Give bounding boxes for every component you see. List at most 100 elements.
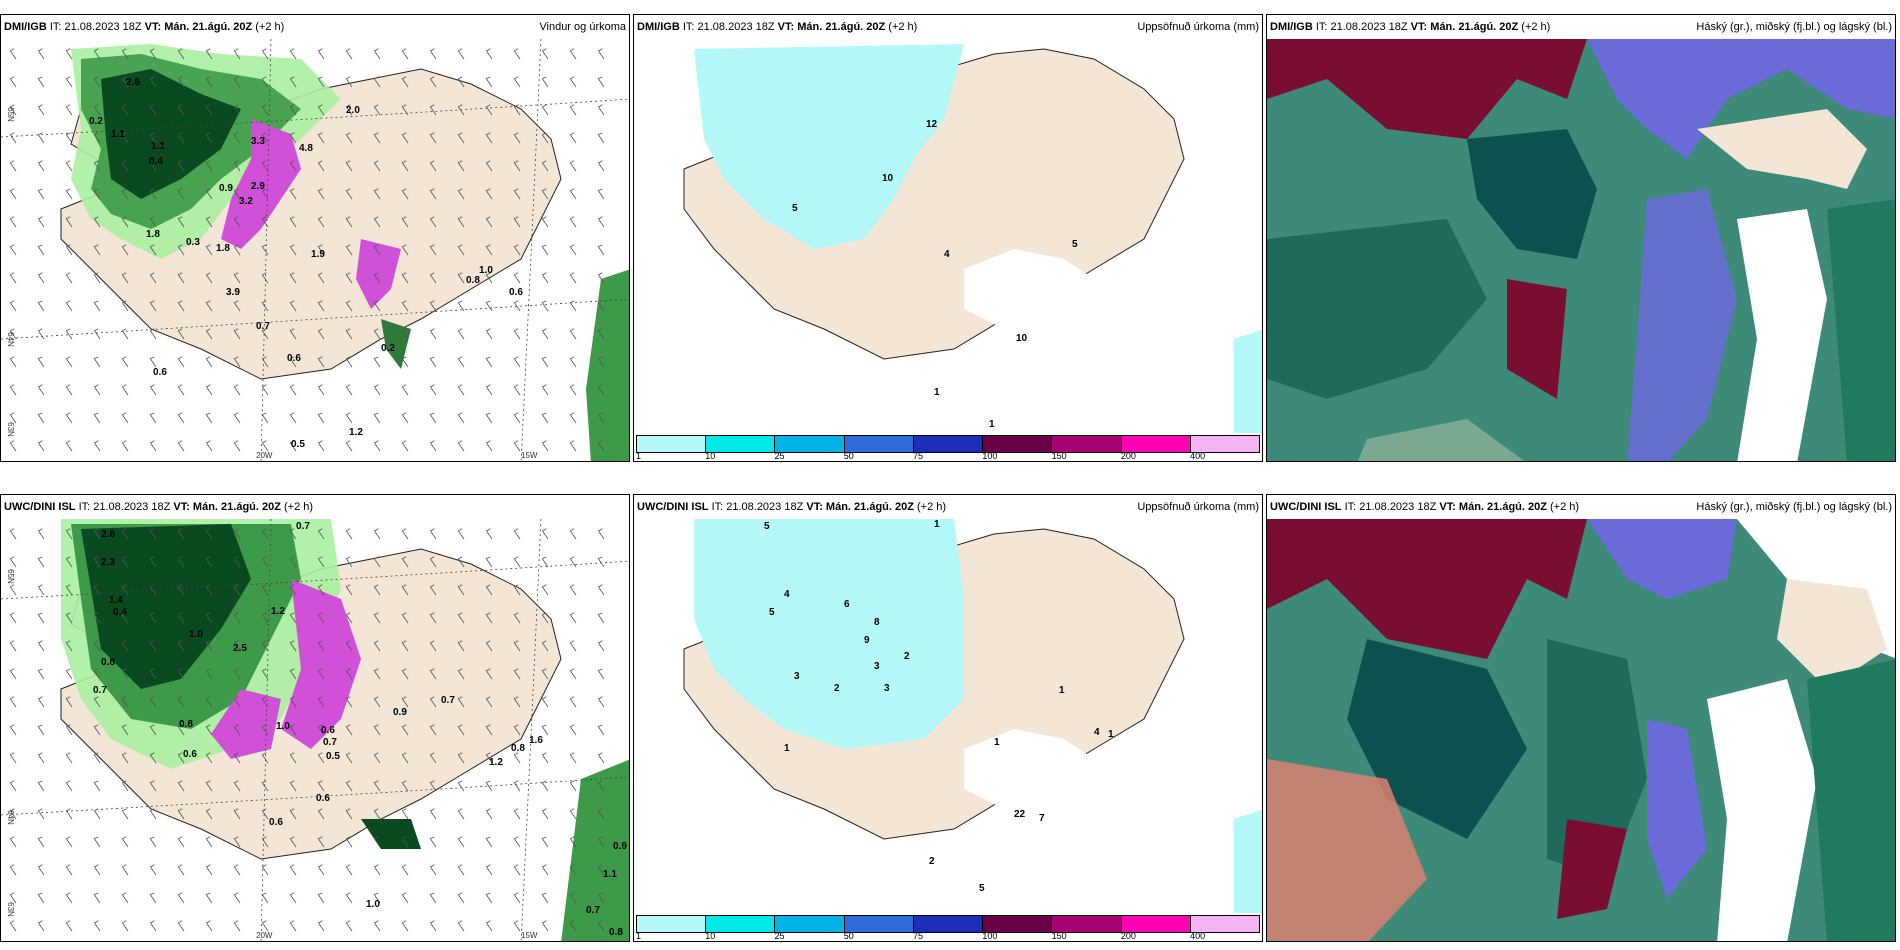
svg-text:0.8: 0.8: [511, 743, 525, 754]
wind-barb: [597, 48, 605, 60]
wind-barb: [457, 160, 465, 172]
svg-text:5: 5: [1072, 239, 1078, 250]
wind-barb: [261, 48, 269, 60]
svg-text:0.8: 0.8: [179, 719, 193, 730]
svg-text:0.6: 0.6: [509, 287, 523, 298]
wind-barb: [485, 640, 493, 652]
wind-barb: [233, 836, 241, 848]
wind-barb: [317, 864, 325, 876]
svg-text:0.7: 0.7: [93, 685, 107, 696]
wind-barb: [65, 160, 73, 172]
wind-barb: [177, 612, 185, 624]
model-name: DMI/IGB: [4, 21, 47, 33]
svg-text:10: 10: [1016, 333, 1028, 344]
wind-barb: [457, 920, 465, 932]
wind-barb: [541, 668, 549, 680]
init-time: IT: 21.08.2023 18Z: [1344, 501, 1437, 513]
wind-barb: [261, 892, 269, 904]
wind-barb: [9, 920, 17, 932]
wind-barb: [177, 696, 185, 708]
wind-barb: [177, 724, 185, 736]
wind-barb: [121, 104, 129, 116]
wind-barb: [401, 272, 409, 284]
wind-barb: [317, 412, 325, 424]
wind-barb: [9, 48, 17, 60]
wind-barb: [373, 384, 381, 396]
wind-barb: [401, 780, 409, 792]
wind-barb: [149, 244, 157, 256]
svg-text:3.3: 3.3: [251, 136, 265, 147]
wind-barb: [177, 300, 185, 312]
wind-barb: [205, 864, 213, 876]
wind-barb: [345, 920, 353, 932]
wind-barb: [37, 132, 45, 144]
wind-barb: [429, 132, 437, 144]
wind-barb: [317, 272, 325, 284]
wind-barb: [261, 272, 269, 284]
wind-barb: [457, 892, 465, 904]
wind-barb: [9, 188, 17, 200]
wind-barb: [289, 160, 297, 172]
wind-barb: [149, 216, 157, 228]
wind-barb: [121, 328, 129, 340]
wind-barb: [9, 412, 17, 424]
panel-header: UWC/DINI ISL IT: 21.08.2023 18Z VT: Mán.…: [634, 495, 1262, 519]
panel-clouds-dmi: DMI/IGB IT: 21.08.2023 18Z VT: Mán. 21.á…: [1266, 14, 1896, 462]
lat-label: 64N: [5, 810, 15, 825]
wind-barb: [541, 836, 549, 848]
wind-barb: [569, 328, 577, 340]
wind-barb: [541, 696, 549, 708]
wind-barb: [401, 440, 409, 452]
svg-text:2.0: 2.0: [346, 105, 360, 116]
wind-barb: [513, 892, 521, 904]
wind-barb: [541, 640, 549, 652]
wind-barb: [317, 244, 325, 256]
legend-tick: 50: [843, 451, 854, 461]
panel-clouds-uwc: UWC/DINI ISL IT: 21.08.2023 18Z VT: Mán.…: [1266, 494, 1896, 942]
wind-barb: [513, 668, 521, 680]
wind-barb: [485, 216, 493, 228]
svg-text:3: 3: [884, 683, 890, 694]
wind-barb: [457, 864, 465, 876]
wind-barb: [65, 696, 73, 708]
wind-barb: [149, 724, 157, 736]
wind-barb: [541, 892, 549, 904]
vt-label: VT:: [1410, 21, 1428, 33]
svg-text:0.3: 0.3: [186, 237, 200, 248]
svg-text:0.6: 0.6: [153, 367, 167, 378]
svg-text:1.9: 1.9: [311, 249, 325, 260]
wind-barb: [429, 584, 437, 596]
wind-barb: [9, 724, 17, 736]
wind-barb: [93, 76, 101, 88]
wind-barb: [569, 836, 577, 848]
wind-barb: [597, 384, 605, 396]
wind-barb: [65, 836, 73, 848]
wind-barb: [457, 640, 465, 652]
wind-barb: [373, 160, 381, 172]
wind-barb: [261, 104, 269, 116]
wind-barb: [65, 724, 73, 736]
wind-barb: [149, 808, 157, 820]
wind-barb: [541, 556, 549, 568]
wind-barb: [513, 48, 521, 60]
lead-time: (+2 h): [1550, 501, 1580, 513]
wind-barb: [513, 188, 521, 200]
wind-barb: [541, 188, 549, 200]
svg-text:0.9: 0.9: [393, 707, 407, 718]
wind-barb: [513, 724, 521, 736]
wind-barb: [9, 160, 17, 172]
wind-barb: [289, 412, 297, 424]
svg-text:1: 1: [934, 387, 940, 398]
wind-barb: [65, 752, 73, 764]
wind-barb: [541, 752, 549, 764]
wind-barb: [597, 104, 605, 116]
wind-barb: [177, 920, 185, 932]
wind-barb: [233, 528, 241, 540]
wind-barb: [93, 48, 101, 60]
wind-barb: [233, 244, 241, 256]
legend-tick: 25: [774, 451, 785, 461]
wind-barb: [345, 188, 353, 200]
wind-barb: [345, 356, 353, 368]
wind-barb: [261, 216, 269, 228]
svg-text:0.6: 0.6: [269, 817, 283, 828]
